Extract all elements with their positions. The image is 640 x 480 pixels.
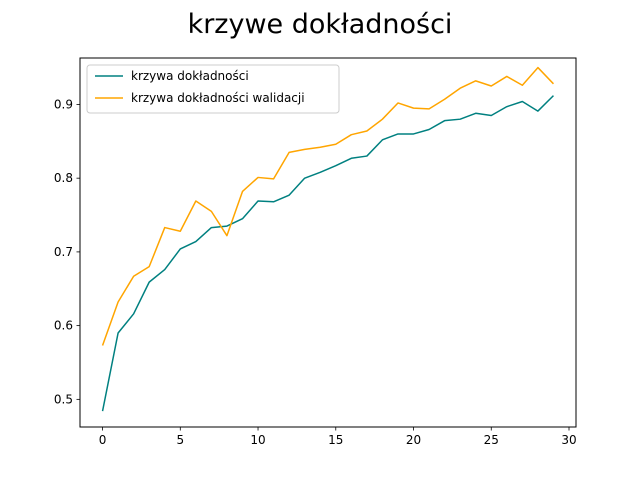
legend-box [86, 64, 340, 114]
series-line-1 [101, 66, 554, 346]
x-tick-label: 30 [561, 433, 576, 447]
legend: krzywa dokładności krzywa dokładności wa… [86, 64, 340, 114]
plot-frame [79, 57, 577, 428]
chart-title: krzywe dokładności [188, 9, 453, 40]
x-tick-label: 20 [406, 433, 421, 447]
x-tick-label: 10 [250, 433, 265, 447]
x-tick-label: 5 [176, 433, 184, 447]
x-tick-label: 25 [484, 433, 499, 447]
y-tick-label: 0.8 [54, 171, 73, 185]
y-tick-label: 0.7 [54, 245, 73, 259]
x-tick-label: 15 [328, 433, 343, 447]
legend-label-accuracy: krzywa dokładności [131, 69, 249, 83]
series-line-0 [101, 95, 554, 412]
legend-label-validation-accuracy: krzywa dokładności walidacji [131, 91, 305, 105]
y-tick-label: 0.9 [54, 97, 73, 111]
x-tick-label: 0 [99, 433, 107, 447]
y-tick-label: 0.5 [54, 392, 73, 406]
plot-lines [101, 66, 554, 412]
y-axis: 0.5 0.6 0.7 0.8 0.9 [54, 97, 80, 406]
x-axis: 0 5 10 15 20 25 30 [99, 427, 577, 447]
y-tick-label: 0.6 [54, 319, 73, 333]
